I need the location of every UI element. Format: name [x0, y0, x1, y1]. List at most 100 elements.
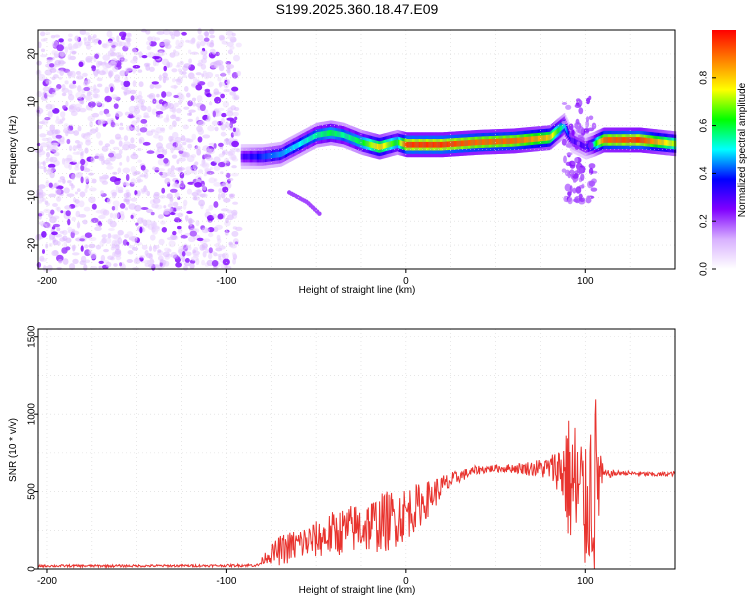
ridge-cell: [395, 139, 398, 146]
noise-speck: [119, 203, 126, 209]
noise-speck: [201, 259, 206, 266]
ridge-cell: [489, 139, 492, 145]
ridge-cell: [601, 137, 603, 144]
noise-speck: [122, 182, 130, 187]
noise-speck: [194, 79, 198, 85]
scatter-cell: [571, 129, 575, 137]
noise-speck: [42, 86, 51, 92]
ridge-cell: [333, 130, 335, 137]
noise-speck: [222, 258, 230, 266]
ridge-cell: [259, 153, 261, 160]
noise-speck: [130, 153, 139, 160]
noise-speck: [124, 111, 130, 116]
ridge-cell: [425, 141, 428, 148]
noise-speck: [172, 120, 177, 128]
noise-speck: [134, 190, 138, 196]
noise-speck: [42, 160, 46, 167]
y-tick-label: 10: [27, 96, 38, 108]
noise-speck: [151, 81, 159, 85]
noise-speck: [235, 42, 242, 48]
noise-speck: [43, 166, 47, 173]
noise-speck: [61, 87, 69, 94]
noise-speck: [118, 140, 123, 147]
noise-speck: [187, 112, 192, 116]
ridge-cell: [539, 135, 541, 142]
noise-speck: [66, 193, 75, 197]
noise-speck: [191, 97, 197, 102]
noise-speck: [61, 157, 66, 165]
noise-speck: [190, 51, 199, 55]
ridge-cell: [297, 142, 300, 148]
noise-speck: [174, 217, 181, 222]
noise-speck: [186, 244, 191, 249]
noise-speck: [51, 231, 58, 236]
noise-speck: [85, 96, 91, 100]
y-tick-label: 1000: [27, 403, 38, 426]
noise-speck: [186, 92, 191, 98]
noise-speck: [157, 159, 165, 166]
noise-speck: [84, 166, 88, 170]
noise-speck: [134, 171, 141, 175]
noise-speck: [106, 30, 113, 38]
noise-speck: [76, 221, 81, 229]
noise-speck: [213, 143, 217, 149]
y-tick-label: 500: [27, 483, 38, 500]
snr-frame: [37, 328, 676, 570]
noise-speck: [219, 183, 227, 188]
noise-speck: [190, 38, 196, 45]
ridge-cell: [614, 137, 616, 143]
noise-speck: [146, 150, 155, 154]
noise-speck: [183, 247, 188, 253]
noise-speck: [163, 205, 167, 209]
noise-speck: [181, 151, 190, 158]
ridge-cell: [621, 137, 624, 143]
noise-speck: [112, 200, 120, 207]
noise-speck: [187, 100, 193, 107]
noise-speck: [199, 104, 206, 112]
noise-speck: [47, 264, 53, 272]
noise-speck: [48, 193, 57, 198]
noise-speck: [236, 70, 242, 77]
noise-speck: [138, 98, 146, 105]
noise-speck: [227, 151, 234, 157]
scatter-cell: [575, 98, 581, 103]
noise-speck: [150, 211, 155, 216]
ridge-cell: [491, 138, 494, 145]
noise-speck: [49, 147, 53, 152]
ridge-cell: [325, 130, 328, 137]
ridge-cell: [463, 140, 466, 147]
ridge-cell: [612, 137, 614, 143]
noise-speck: [49, 156, 58, 163]
colorbar: 0.0 0.2 0.4 0.6 0.8 Normalized spectral ampl…: [699, 30, 748, 276]
snr-x-ticks: -200 -100 0 100: [37, 569, 594, 587]
noise-speck: [148, 245, 153, 252]
noise-speck: [231, 230, 239, 237]
noise-speck: [184, 258, 190, 263]
ridge-cell: [445, 141, 447, 148]
ridge-cell: [379, 144, 382, 150]
noise-speck: [101, 158, 105, 165]
ridge-cell: [534, 136, 537, 142]
ridge-cell: [563, 122, 566, 129]
scatter-cell: [590, 187, 598, 192]
ridge-cell: [574, 138, 577, 145]
noise-speck: [123, 135, 129, 142]
ridge-cell: [459, 140, 461, 147]
noise-speck: [38, 221, 46, 225]
noise-speck: [227, 209, 233, 214]
ridge-cell: [508, 138, 511, 144]
noise-speck: [79, 107, 87, 113]
noise-speck: [89, 128, 97, 134]
ridge-cell: [331, 130, 333, 136]
ridge-cell: [565, 127, 568, 133]
ridge-cell: [281, 150, 284, 157]
ridge-cell: [480, 139, 483, 145]
noise-speck: [152, 197, 161, 204]
ridge-cell: [456, 140, 458, 147]
noise-speck: [103, 108, 110, 115]
ridge-cell: [390, 141, 392, 147]
noise-speck: [92, 93, 99, 99]
ridge-cell: [663, 139, 666, 146]
ridge-cell: [442, 141, 444, 148]
